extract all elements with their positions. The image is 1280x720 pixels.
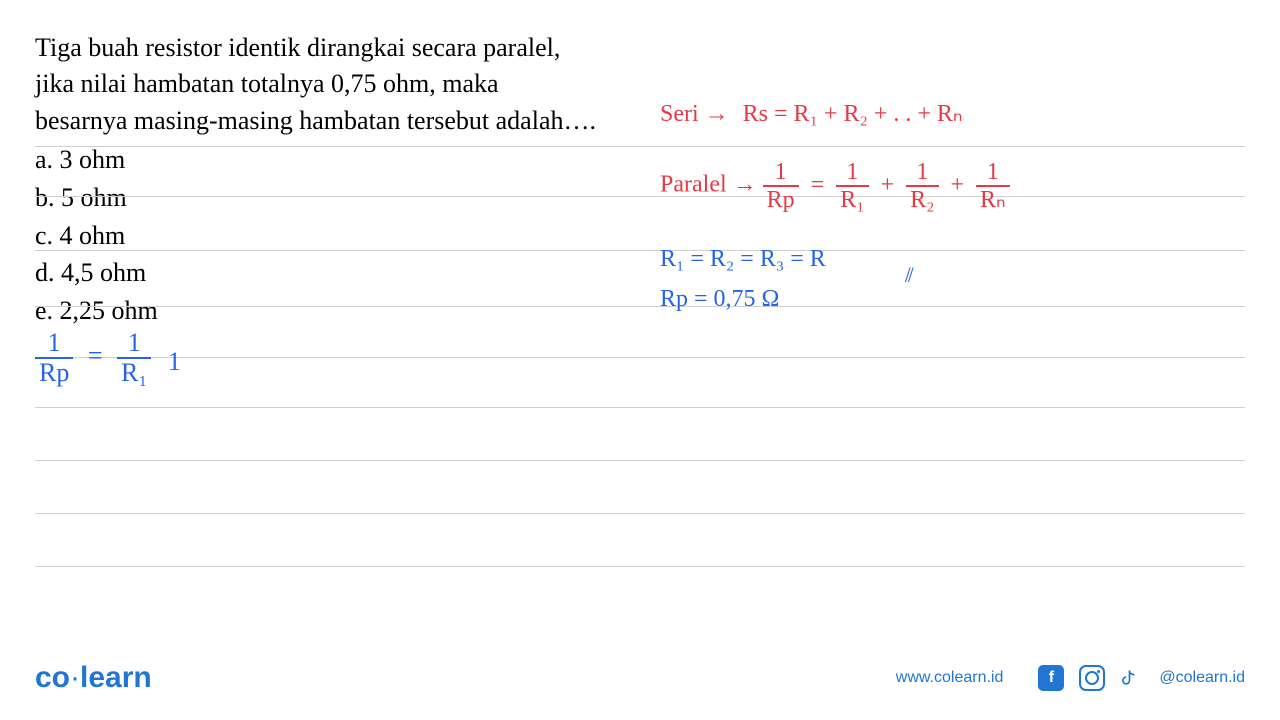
- option-e: e. 2,25 ohm: [35, 292, 1245, 330]
- handwriting-seri: Seri → Rs = R₁ + R₂ + . . + Rₙ: [660, 100, 962, 129]
- handwriting-paralel: Paralel → 1 Rp = 1 R₁ + 1 R₂ + 1 Rₙ: [660, 160, 1010, 212]
- frac-1-rn: 1 Rₙ: [976, 160, 1010, 212]
- rule-line: [35, 566, 1245, 567]
- rule-line: [35, 407, 1245, 408]
- rule-line: [35, 196, 1245, 197]
- handwriting-r-equal: R₁ = R₂ = R₃ = R: [660, 245, 826, 274]
- facebook-icon: f: [1038, 665, 1064, 691]
- option-d: d. 4,5 ohm: [35, 254, 1245, 292]
- rule-line: [35, 460, 1245, 461]
- frac-left-r1: 1 R₁: [117, 330, 151, 386]
- footer: co·learn www.colearn.id f @colearn.id: [35, 661, 1245, 695]
- website-url: www.colearn.id: [896, 669, 1004, 687]
- option-b: b. 5 ohm: [35, 179, 1245, 217]
- option-c: c. 4 ohm: [35, 217, 1245, 255]
- frac-1-r2: 1 R₂: [906, 160, 938, 212]
- question-line-2: jika nilai hambatan totalnya 0,75 ohm, m…: [35, 66, 1245, 102]
- seri-formula: Rs = R₁ + R₂ + . . + Rₙ: [743, 101, 963, 127]
- handwriting-left-fraction: 1 Rp = 1 R₁ 1: [35, 330, 181, 386]
- parallel-mark: ⫽: [905, 265, 914, 288]
- tiktok-icon: [1120, 666, 1144, 690]
- rule-line: [35, 250, 1245, 251]
- rule-line: [35, 306, 1245, 307]
- rule-line: [35, 357, 1245, 358]
- frac-1-r1: 1 R₁: [836, 160, 868, 212]
- paralel-label: Paralel →: [660, 172, 757, 198]
- question-line-1: Tiga buah resistor identik dirangkai sec…: [35, 30, 1245, 66]
- footer-right: www.colearn.id f @colearn.id: [896, 665, 1245, 691]
- frac-1-rp: 1 Rp: [763, 160, 799, 212]
- question-line-3: besarnya masing-masing hambatan tersebut…: [35, 103, 1245, 139]
- social-handle: @colearn.id: [1159, 669, 1245, 687]
- instagram-icon: [1079, 665, 1105, 691]
- logo: co·learn: [35, 661, 152, 695]
- seri-label: Seri →: [660, 101, 729, 127]
- frac-left-rp: 1 Rp: [35, 330, 73, 386]
- rule-line: [35, 146, 1245, 147]
- handwriting-rp-value: Rp = 0,75 Ω: [660, 285, 779, 314]
- rule-line: [35, 513, 1245, 514]
